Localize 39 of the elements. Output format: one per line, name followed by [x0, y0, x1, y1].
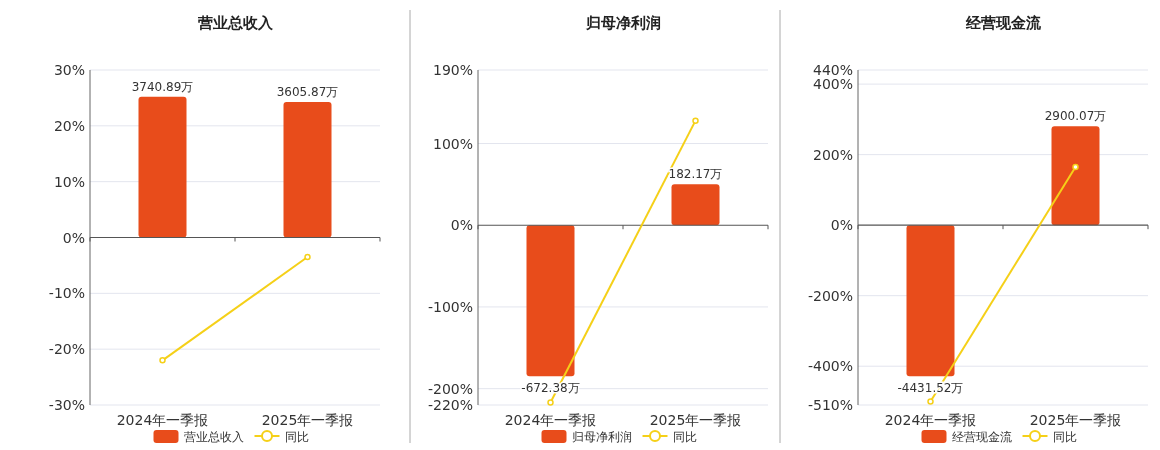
y-tick-label: 190% — [432, 62, 473, 78]
y-tick-label: -200% — [427, 380, 473, 397]
data-label: 182.17万 — [668, 167, 723, 182]
legend-label: 归母净利润 — [571, 430, 632, 444]
y-tick-label: 30% — [53, 62, 85, 78]
y-tick-label: -30% — [48, 397, 85, 413]
chart-title: 归母净利润 — [584, 14, 661, 32]
x-tick-label: 2025年一季报 — [261, 412, 354, 428]
y-tick-label: -400% — [807, 358, 853, 375]
x-tick-label: 2024年一季报 — [116, 412, 209, 428]
legend-label: 经营现金流 — [951, 430, 1012, 444]
legend-label: 同比 — [672, 430, 697, 444]
y-tick-label: -100% — [427, 298, 473, 315]
x-tick-label: 2024年一季报 — [884, 412, 977, 428]
chart-title: 经营现金流 — [964, 14, 1042, 32]
chart-title: 营业总收入 — [196, 14, 274, 32]
y-tick-label: 400% — [812, 76, 853, 93]
data-label: 3740.89万 — [131, 79, 194, 94]
y-tick-label: 20% — [53, 117, 85, 134]
x-tick-label: 2024年一季报 — [504, 412, 597, 428]
y-tick-label: 10% — [53, 173, 85, 190]
x-tick-label: 2025年一季报 — [649, 412, 742, 428]
y-tick-label: 200% — [812, 146, 853, 163]
y-tick-label: -20% — [48, 341, 85, 358]
legend-label: 营业总收入 — [183, 430, 244, 444]
y-tick-label: 0% — [450, 217, 473, 234]
x-tick-label: 2025年一季报 — [1029, 412, 1122, 428]
y-tick-label: -200% — [807, 287, 853, 304]
y-tick-label: -220% — [427, 397, 473, 413]
data-label: 3605.87万 — [276, 84, 339, 99]
y-tick-label: 0% — [830, 217, 853, 234]
y-tick-label: 0% — [62, 229, 85, 246]
data-label: 2900.07万 — [1044, 109, 1107, 124]
legend-label: 同比 — [1052, 430, 1077, 444]
y-tick-label: 440% — [812, 62, 853, 78]
y-tick-label: -10% — [48, 285, 85, 302]
y-tick-label: 100% — [432, 135, 473, 152]
y-tick-label: -510% — [807, 397, 853, 413]
legend-label: 同比 — [284, 430, 309, 444]
